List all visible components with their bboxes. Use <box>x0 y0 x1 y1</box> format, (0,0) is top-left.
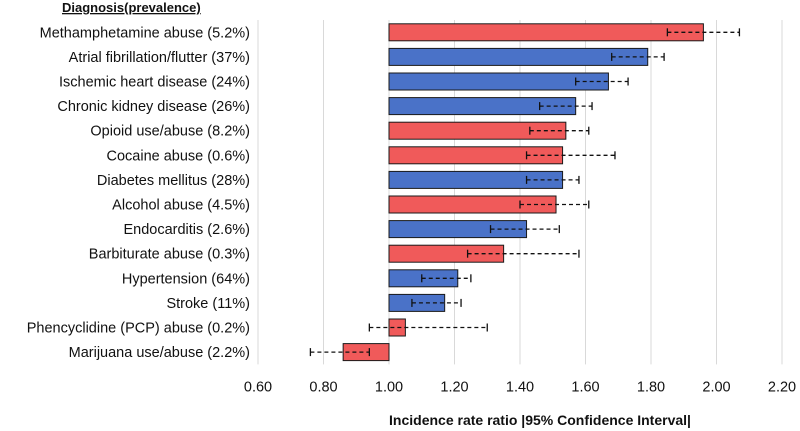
category-label: Cocaine abuse (0.6%) <box>107 148 250 164</box>
category-label: Ischemic heart disease (24%) <box>59 75 250 91</box>
category-label: Stroke (11%) <box>166 296 250 312</box>
x-tick-label: 2.00 <box>702 379 730 395</box>
category-label: Endocarditis (2.6%) <box>123 222 250 238</box>
x-tick-labels: 0.60 0.80 1.00 1.20 1.40 1.60 1.80 2.00 2.20 <box>244 379 796 395</box>
error-bars <box>309 28 741 357</box>
category-label: Opioid use/abuse (8.2%) <box>90 124 250 140</box>
bar <box>388 72 609 91</box>
category-label: Diabetes mellitus (28%) <box>97 173 250 189</box>
bar <box>388 244 505 263</box>
bar <box>342 343 390 362</box>
category-label: Methamphetamine abuse (5.2%) <box>40 25 250 41</box>
x-axis-label: Incidence rate ratio |95% Confidence Int… <box>389 412 691 428</box>
bar <box>388 23 704 42</box>
gridlines <box>257 20 783 365</box>
bar <box>388 47 649 66</box>
category-label: Marijuana use/abuse (2.2%) <box>69 345 250 361</box>
x-tick-label: 2.20 <box>768 379 796 395</box>
category-label: Alcohol abuse (4.5%) <box>112 198 250 214</box>
category-label: Barbiturate abuse (0.3%) <box>89 247 250 263</box>
x-tick-label: 1.60 <box>571 379 599 395</box>
bar <box>388 293 446 312</box>
x-tick-label: 1.40 <box>506 379 534 395</box>
category-label: Phencyclidine (PCP) abuse (0.2%) <box>27 321 250 337</box>
category-label: Chronic kidney disease (26%) <box>57 99 250 115</box>
x-tick-label: 0.60 <box>244 379 272 395</box>
category-labels: Methamphetamine abuse (5.2%) Atrial fibri… <box>27 25 250 361</box>
x-tick-label: 1.00 <box>375 379 403 395</box>
x-tick-label: 1.20 <box>440 379 468 395</box>
x-tick-label: 0.80 <box>309 379 337 395</box>
legend-header: Diagnosis(prevalence) <box>62 0 201 15</box>
bars <box>342 23 704 362</box>
category-label: Hypertension (64%) <box>122 271 250 287</box>
x-tick-label: 1.80 <box>637 379 665 395</box>
category-label: Atrial fibrillation/flutter (37%) <box>69 50 250 66</box>
